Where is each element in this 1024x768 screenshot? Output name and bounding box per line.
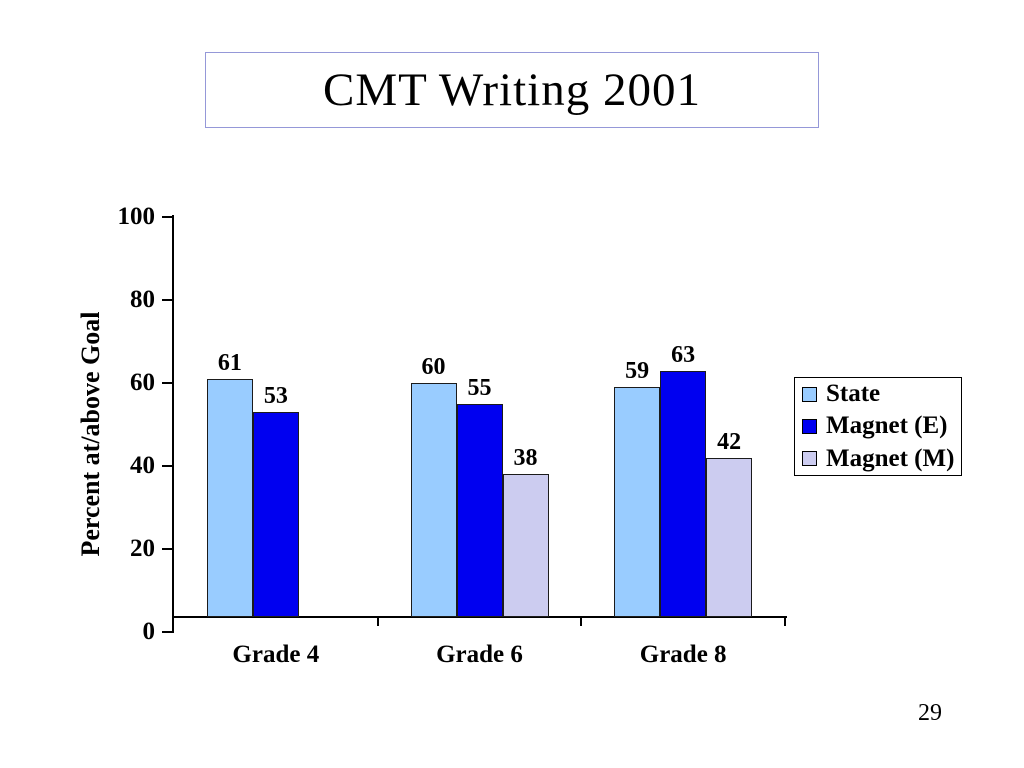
- chart-legend: State Magnet (E) Magnet (M): [794, 377, 962, 476]
- legend-item-state: State: [802, 378, 961, 410]
- bar-value-label: 59: [625, 358, 650, 385]
- legend-swatch-state: [802, 386, 817, 402]
- bar-magnet-e-grade-4: [252, 412, 299, 617]
- bar-value-label: 38: [513, 445, 538, 472]
- slide-title-box: CMT Writing 2001: [205, 52, 819, 128]
- legend-swatch-magnet-e: [802, 418, 817, 434]
- y-axis-tick: [162, 631, 172, 633]
- bar-value-label: 63: [671, 341, 696, 368]
- bar-value-label: 42: [717, 428, 742, 455]
- bar-state-grade-8: [614, 387, 661, 617]
- legend-label: Magnet (M): [826, 444, 955, 472]
- bar-value-label: 55: [467, 374, 492, 401]
- page-number: 29: [918, 700, 942, 726]
- y-axis-tick: [162, 548, 172, 551]
- bar-value-label: 53: [263, 383, 288, 410]
- x-axis-tick: [376, 617, 379, 626]
- bar-magnet-m-grade-6: [502, 474, 549, 617]
- bar-magnet-e-grade-6: [456, 403, 503, 617]
- legend-label: State: [826, 380, 881, 408]
- bar-value-label: 61: [217, 349, 242, 376]
- bar-state-grade-6: [410, 383, 457, 617]
- bar-state-grade-4: [206, 378, 253, 617]
- x-axis-category-label-grade-6: Grade 6: [436, 641, 523, 668]
- y-axis-tick-label: 60: [130, 369, 155, 397]
- y-axis-tick-label: 40: [130, 452, 155, 480]
- x-axis-line: [172, 616, 787, 618]
- bar-magnet-m-grade-8: [706, 457, 753, 617]
- x-axis-category-label-grade-4: Grade 4: [232, 641, 320, 668]
- y-axis-line: [172, 215, 174, 633]
- slide-title: CMT Writing 2001: [323, 64, 701, 116]
- x-axis-tick: [580, 617, 583, 626]
- y-axis-tick-label: 0: [142, 618, 156, 645]
- bar-value-label: 60: [421, 354, 446, 381]
- legend-label: Magnet (E): [826, 412, 948, 440]
- y-axis-tick: [162, 299, 172, 302]
- y-axis-tick-label: 80: [130, 286, 155, 314]
- x-axis-tick: [784, 617, 786, 626]
- legend-item-magnet-e: Magnet (E): [802, 410, 961, 442]
- y-axis-tick-label: 20: [130, 535, 155, 563]
- legend-item-magnet-m: Magnet (M): [802, 443, 961, 475]
- bar-magnet-e-grade-8: [660, 370, 707, 617]
- y-axis-tick-label: 100: [117, 203, 156, 231]
- x-axis-category-label-grade-8: Grade 8: [639, 641, 727, 668]
- y-axis-tick: [162, 465, 172, 468]
- legend-swatch-magnet-m: [802, 451, 817, 467]
- y-axis-tick: [162, 216, 172, 219]
- y-axis-tick: [162, 382, 172, 385]
